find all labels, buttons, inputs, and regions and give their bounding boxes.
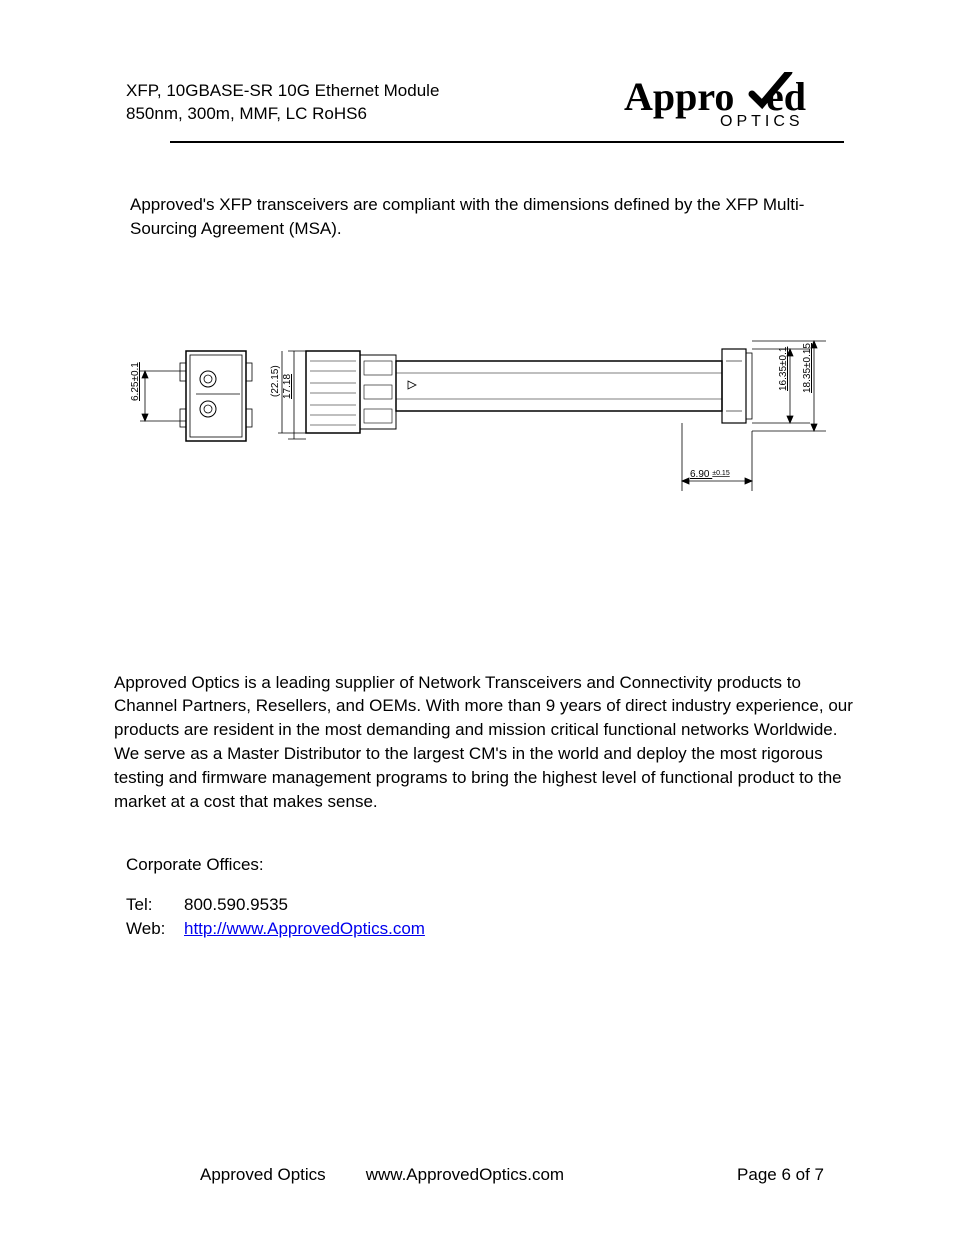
contact-tel-row: Tel: 800.590.9535 — [126, 893, 864, 917]
header-line-2: 850nm, 300m, MMF, LC RoHS6 — [126, 103, 439, 126]
contact-block: Tel: 800.590.9535 Web: http://www.Approv… — [126, 893, 864, 941]
dim-mid-paren: (22.15) — [270, 365, 281, 397]
tel-label: Tel: — [126, 893, 184, 917]
footer-page: Page 6 of 7 — [737, 1165, 824, 1185]
header-text: XFP, 10GBASE-SR 10G Ethernet Module 850n… — [90, 72, 439, 126]
intro-paragraph: Approved's XFP transceivers are complian… — [130, 193, 864, 241]
svg-text:Appro: Appro — [624, 74, 734, 119]
logo: Appro ed OPTICS — [624, 72, 844, 135]
footer-company: Approved Optics — [200, 1165, 326, 1185]
web-link[interactable]: http://www.ApprovedOptics.com — [184, 917, 425, 941]
dim-left: 6.25±0.1 — [130, 361, 141, 400]
corporate-offices-heading: Corporate Offices: — [126, 855, 864, 875]
header-rule — [170, 141, 844, 143]
dim-bottom-right: 6.90 ±0.15 — [690, 469, 730, 480]
dim-mid-val: 17.18 — [282, 373, 293, 398]
svg-text:OPTICS: OPTICS — [720, 113, 804, 130]
page: XFP, 10GBASE-SR 10G Ethernet Module 850n… — [0, 0, 954, 1235]
msa-dimension-diagram: 6.25±0.1 — [90, 331, 864, 551]
web-label: Web: — [126, 917, 184, 941]
header: XFP, 10GBASE-SR 10G Ethernet Module 850n… — [90, 72, 864, 135]
body-paragraph: Approved Optics is a leading supplier of… — [114, 671, 864, 814]
tel-value: 800.590.9535 — [184, 893, 288, 917]
footer: Approved Optics www.ApprovedOptics.com P… — [90, 1165, 864, 1185]
header-line-1: XFP, 10GBASE-SR 10G Ethernet Module — [126, 80, 439, 103]
contact-web-row: Web: http://www.ApprovedOptics.com — [126, 917, 864, 941]
footer-url: www.ApprovedOptics.com — [366, 1165, 564, 1185]
dim-right-b: 18.35±0.15 — [802, 342, 813, 392]
dim-right-a: 16.35±0.1 — [778, 346, 789, 391]
